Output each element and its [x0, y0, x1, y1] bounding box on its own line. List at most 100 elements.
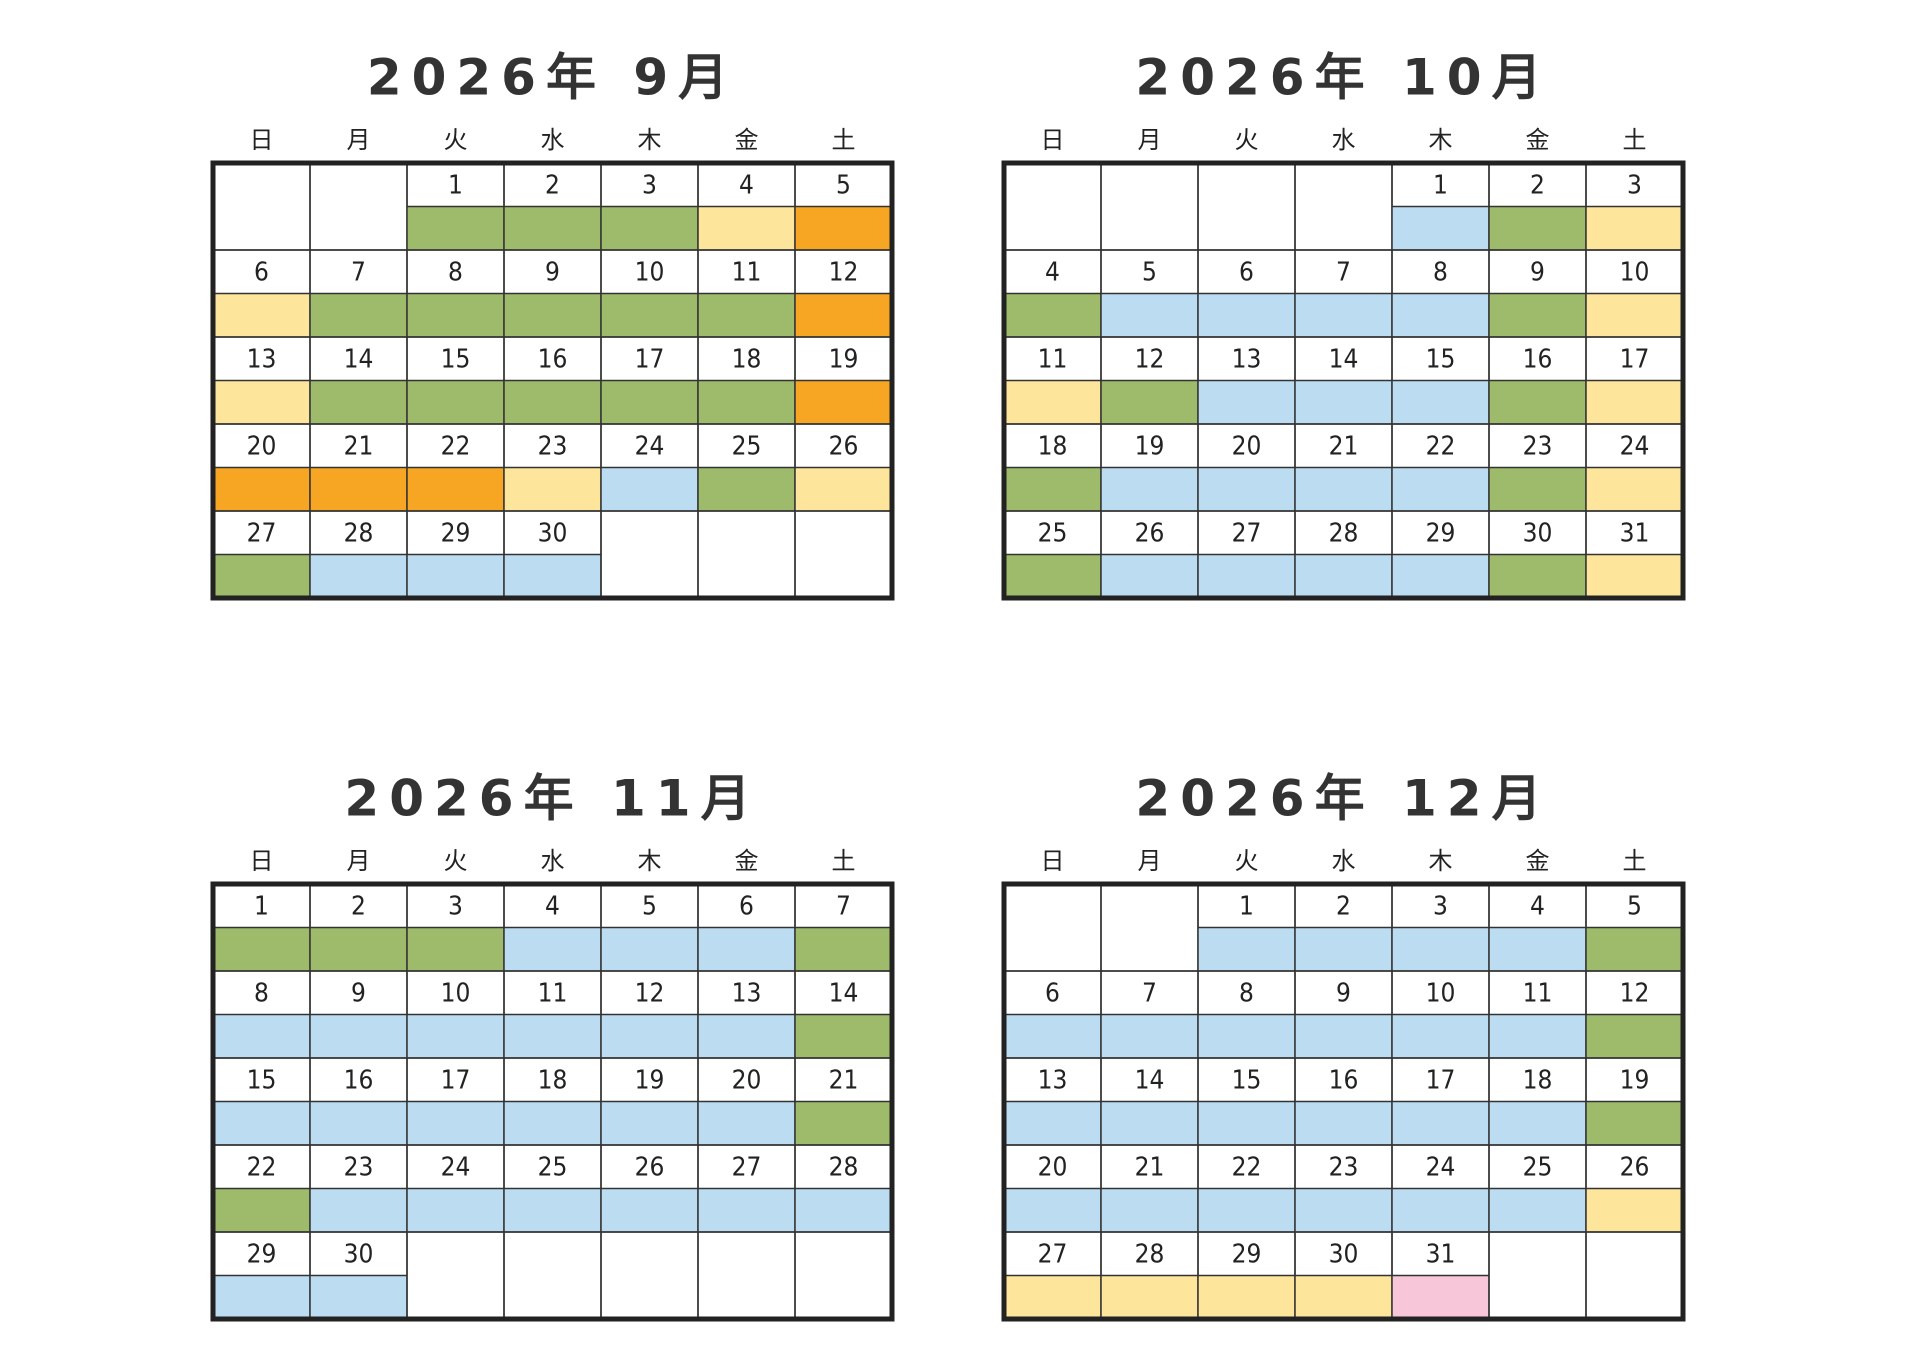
- calendar-frame: [210, 881, 895, 1322]
- weekday-label: 水: [541, 847, 565, 875]
- day-number: 5: [836, 170, 851, 200]
- day-number: 6: [1239, 257, 1254, 287]
- day-number: 26: [829, 431, 859, 461]
- day-fill: [504, 380, 601, 424]
- day-fill: [698, 927, 795, 971]
- day-number: 31: [1426, 1239, 1456, 1269]
- day-number: 21: [1135, 1152, 1165, 1182]
- day-number: 4: [545, 891, 560, 921]
- weekday-label: 日: [250, 847, 274, 875]
- day-number: 22: [247, 1152, 277, 1182]
- day-fill: [1489, 380, 1586, 424]
- day-fill: [1392, 293, 1489, 337]
- day-fill: [601, 927, 698, 971]
- day-number: 3: [1433, 891, 1448, 921]
- day-fill: [213, 1014, 310, 1058]
- day-fill: [1295, 1014, 1392, 1058]
- day-number: 27: [247, 518, 277, 548]
- weekday-label: 月: [1138, 847, 1162, 875]
- day-fill: [1198, 467, 1295, 511]
- day-number: 2: [1336, 891, 1351, 921]
- day-number: 6: [254, 257, 269, 287]
- day-number: 17: [441, 1065, 471, 1095]
- day-fill: [1586, 206, 1683, 250]
- weekday-label: 木: [1429, 126, 1453, 154]
- day-fill: [1295, 927, 1392, 971]
- day-fill: [698, 1014, 795, 1058]
- day-fill: [1489, 1101, 1586, 1145]
- day-fill: [1198, 1275, 1295, 1319]
- day-number: 17: [1426, 1065, 1456, 1095]
- day-number: 13: [1038, 1065, 1068, 1095]
- day-fill: [698, 1188, 795, 1232]
- weekday-label: 金: [1526, 126, 1550, 154]
- day-fill: [1586, 1014, 1683, 1058]
- day-fill: [1392, 380, 1489, 424]
- day-number: 20: [1232, 431, 1262, 461]
- day-number: 14: [1329, 344, 1359, 374]
- day-number: 4: [739, 170, 754, 200]
- weekday-label: 月: [347, 126, 371, 154]
- weekday-label: 月: [1138, 126, 1162, 154]
- day-fill: [795, 1014, 892, 1058]
- day-fill: [698, 1101, 795, 1145]
- day-number: 25: [1523, 1152, 1553, 1182]
- day-number: 5: [642, 891, 657, 921]
- day-number: 9: [545, 257, 560, 287]
- day-number: 14: [344, 344, 374, 374]
- day-fill: [213, 927, 310, 971]
- day-fill: [407, 1101, 504, 1145]
- day-number: 29: [1232, 1239, 1262, 1269]
- month-calendar: 2026年 10月日月火水木金土1 2 34 5 6 7 8 9 1011 12 13 14 15 16 1…: [1001, 49, 1686, 601]
- day-fill: [310, 293, 407, 337]
- weekday-label: 金: [735, 126, 759, 154]
- day-fill: [1198, 1014, 1295, 1058]
- day-fill: [407, 467, 504, 511]
- day-fill: [213, 1275, 310, 1319]
- weekday-label: 土: [832, 847, 856, 875]
- day-number: 11: [538, 978, 568, 1008]
- day-number: 18: [1523, 1065, 1553, 1095]
- day-fill: [1586, 293, 1683, 337]
- day-number: 18: [538, 1065, 568, 1095]
- weekday-label: 日: [1041, 126, 1065, 154]
- day-fill: [1392, 467, 1489, 511]
- weekday-label: 金: [1526, 847, 1550, 875]
- day-number: 30: [1523, 518, 1553, 548]
- day-fill: [504, 1188, 601, 1232]
- day-number: 6: [739, 891, 754, 921]
- day-number: 26: [1620, 1152, 1650, 1182]
- day-fill: [1101, 1101, 1198, 1145]
- day-number: 9: [351, 978, 366, 1008]
- day-number: 15: [1232, 1065, 1262, 1095]
- day-fill: [407, 1014, 504, 1058]
- day-fill: [1004, 1101, 1101, 1145]
- day-number: 19: [829, 344, 859, 374]
- day-fill: [698, 380, 795, 424]
- month-title: 2026年 11月: [344, 770, 760, 828]
- day-fill: [1101, 1275, 1198, 1319]
- day-fill: [1392, 1188, 1489, 1232]
- weekday-label: 金: [735, 847, 759, 875]
- day-number: 25: [1038, 518, 1068, 548]
- day-number: 30: [1329, 1239, 1359, 1269]
- day-number: 24: [1620, 431, 1650, 461]
- weekday-label: 月: [347, 847, 371, 875]
- day-number: 22: [441, 431, 471, 461]
- day-fill: [1198, 380, 1295, 424]
- day-fill: [601, 467, 698, 511]
- day-number: 25: [732, 431, 762, 461]
- day-fill: [504, 467, 601, 511]
- day-fill: [795, 293, 892, 337]
- day-fill: [1489, 927, 1586, 971]
- day-number: 28: [829, 1152, 859, 1182]
- day-number: 7: [1336, 257, 1351, 287]
- day-number: 11: [732, 257, 762, 287]
- day-fill: [213, 467, 310, 511]
- day-number: 27: [1038, 1239, 1068, 1269]
- day-fill: [1295, 1101, 1392, 1145]
- day-fill: [504, 1014, 601, 1058]
- day-fill: [310, 554, 407, 598]
